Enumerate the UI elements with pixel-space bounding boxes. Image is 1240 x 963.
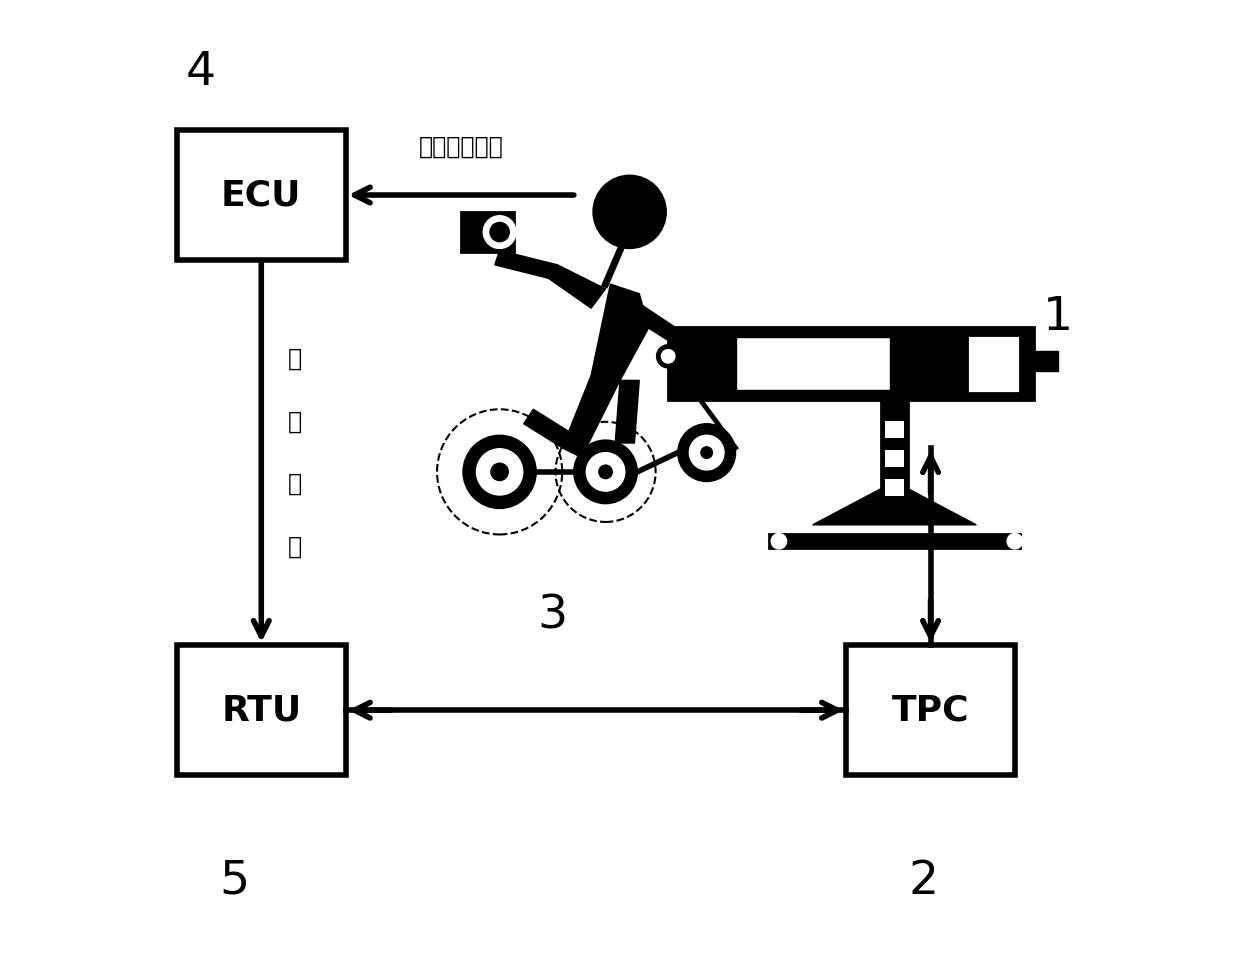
- Circle shape: [484, 216, 516, 248]
- Circle shape: [689, 435, 724, 470]
- Text: 油: 油: [288, 347, 303, 371]
- Circle shape: [491, 463, 508, 481]
- Text: RTU: RTU: [221, 693, 301, 727]
- Circle shape: [1007, 534, 1023, 549]
- Text: 4: 4: [186, 50, 216, 94]
- Text: 1: 1: [1043, 296, 1074, 340]
- FancyBboxPatch shape: [769, 534, 1019, 548]
- Polygon shape: [812, 482, 976, 525]
- Text: 2: 2: [908, 859, 939, 903]
- Circle shape: [701, 447, 713, 458]
- Circle shape: [587, 453, 625, 491]
- Circle shape: [661, 350, 675, 363]
- Text: 开: 开: [288, 472, 303, 496]
- Text: 油门踏板位置: 油门踏板位置: [419, 135, 503, 158]
- Polygon shape: [615, 380, 640, 443]
- Polygon shape: [543, 265, 605, 308]
- Circle shape: [490, 222, 510, 242]
- Circle shape: [574, 440, 637, 504]
- Text: 5: 5: [219, 859, 250, 903]
- Polygon shape: [523, 409, 572, 448]
- Circle shape: [678, 424, 735, 482]
- Text: 门: 门: [288, 409, 303, 433]
- Circle shape: [593, 175, 666, 248]
- FancyBboxPatch shape: [885, 479, 904, 496]
- FancyBboxPatch shape: [461, 212, 515, 252]
- FancyBboxPatch shape: [735, 337, 889, 390]
- FancyBboxPatch shape: [668, 327, 1034, 400]
- Circle shape: [771, 534, 786, 549]
- FancyBboxPatch shape: [967, 335, 1019, 393]
- FancyBboxPatch shape: [847, 645, 1014, 775]
- FancyBboxPatch shape: [885, 421, 904, 438]
- Circle shape: [476, 449, 523, 495]
- FancyBboxPatch shape: [885, 450, 904, 467]
- Polygon shape: [591, 284, 649, 380]
- Text: 3: 3: [537, 594, 568, 638]
- FancyBboxPatch shape: [880, 400, 908, 520]
- Polygon shape: [495, 250, 558, 279]
- FancyBboxPatch shape: [177, 645, 346, 775]
- FancyBboxPatch shape: [177, 130, 346, 260]
- Circle shape: [599, 465, 613, 479]
- FancyBboxPatch shape: [1019, 351, 1058, 371]
- Text: ECU: ECU: [221, 178, 301, 212]
- Polygon shape: [632, 303, 682, 347]
- Circle shape: [463, 435, 536, 508]
- Circle shape: [657, 345, 680, 368]
- Polygon shape: [562, 376, 620, 457]
- Text: TPC: TPC: [892, 693, 970, 727]
- Text: 度: 度: [288, 534, 303, 559]
